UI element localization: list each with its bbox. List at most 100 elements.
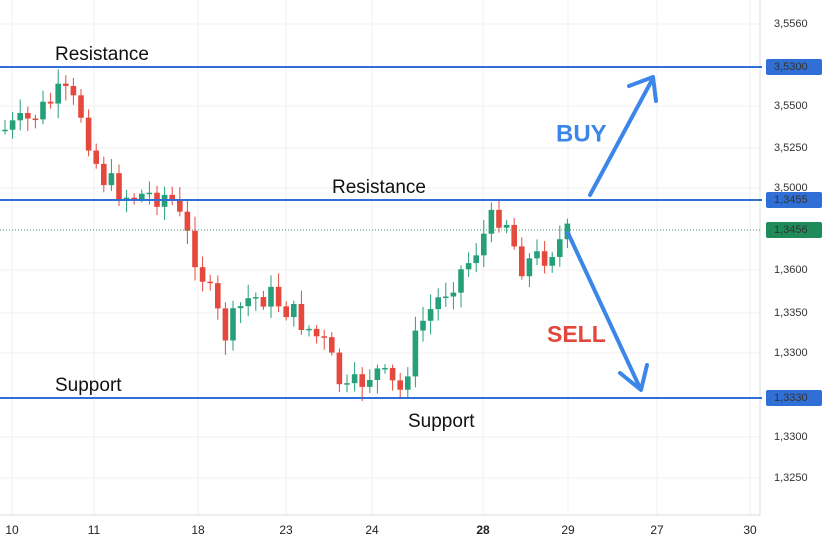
candle-body	[435, 297, 441, 310]
candle-body	[359, 374, 365, 387]
candle-body	[207, 281, 213, 284]
time-label: 27	[650, 523, 664, 537]
candle-body	[443, 296, 449, 299]
price-label: 1,3300	[774, 431, 808, 443]
candle-body	[123, 197, 130, 201]
annotation: Resistance	[332, 177, 426, 198]
candle-body	[306, 328, 312, 331]
time-label: 29	[561, 523, 575, 537]
price-badge	[766, 59, 822, 75]
candle-body	[268, 286, 274, 307]
candle-body	[260, 297, 267, 307]
candle-body	[146, 192, 153, 195]
candle-body	[32, 118, 39, 121]
price-label: 1,3250	[774, 472, 808, 484]
price-label: 3,5000	[774, 182, 808, 194]
price-badge-label: 1,3330	[774, 392, 808, 404]
price-badge	[766, 390, 822, 406]
candle-body	[397, 380, 403, 390]
candle-body	[116, 173, 122, 201]
candle-body	[374, 368, 381, 380]
buy-arrow	[588, 75, 658, 197]
candle-body	[511, 224, 517, 247]
candle-body	[450, 292, 457, 297]
candle-body	[534, 251, 540, 259]
candle-body	[40, 101, 46, 120]
candle-body	[549, 256, 555, 266]
candle-body	[382, 367, 388, 370]
candle-body	[139, 193, 145, 199]
candle-body	[70, 85, 77, 96]
price-badge	[766, 192, 822, 208]
candle-body	[526, 258, 533, 277]
price-label: 1,3600	[774, 264, 808, 276]
candle-body	[47, 101, 54, 104]
annotation: Support	[55, 375, 122, 396]
price-badge-label: 1,3455	[774, 194, 808, 206]
candle-body	[313, 328, 320, 337]
price-label: 3,5500	[774, 100, 808, 112]
candle-body	[25, 112, 31, 119]
candle-body	[222, 308, 229, 341]
candle-body	[336, 352, 343, 385]
sell-label: SELL	[547, 321, 606, 347]
price-badge-label: 1,3456	[774, 224, 808, 236]
price-label: 1,3350	[774, 307, 808, 319]
price-axis: 3,5560 3,5500 3,5250 3,5000 1,3600 1,3350 1,33…	[766, 18, 822, 484]
time-label: 24	[365, 523, 379, 537]
candle-body	[458, 269, 464, 293]
price-badge-label: 3,5300	[774, 61, 808, 73]
candle-body	[329, 337, 335, 353]
time-label: 18	[191, 523, 205, 537]
candle-body	[237, 306, 244, 309]
sell-arrow	[566, 231, 649, 392]
candle-body	[420, 320, 426, 331]
price-badge	[766, 222, 822, 238]
candle-body	[199, 267, 206, 282]
candle-body	[93, 150, 99, 164]
candle-body	[9, 120, 16, 130]
price-label: 1,3300	[774, 347, 808, 359]
candle-body	[427, 309, 434, 321]
candle-body	[177, 198, 183, 212]
candle-body	[184, 211, 191, 231]
candle-body	[131, 197, 137, 200]
annotation: Resistance	[55, 44, 149, 65]
candle-body	[473, 255, 479, 264]
candle-body	[291, 303, 297, 318]
candle-body	[298, 303, 305, 330]
time-label: 30	[743, 523, 757, 537]
candle-body	[55, 83, 61, 104]
candle-body	[108, 173, 115, 186]
candle-body	[101, 163, 107, 186]
candle-body	[78, 95, 84, 118]
time-label: 28	[476, 523, 490, 537]
price-label: 3,5560	[774, 18, 808, 30]
candle-body	[465, 263, 472, 270]
candle-body	[481, 233, 487, 256]
candle-body	[344, 383, 350, 385]
annotation: Support	[408, 411, 475, 432]
candle-body	[541, 251, 548, 266]
time-label: 23	[279, 523, 293, 537]
candle-body	[412, 330, 419, 377]
candle-body	[215, 283, 221, 309]
candle-body	[283, 306, 289, 318]
price-label: 3,5250	[774, 142, 808, 154]
candle-body	[367, 379, 373, 387]
candle-body	[230, 308, 236, 341]
candle-body	[63, 83, 69, 86]
candle-body	[519, 246, 525, 277]
time-label: 10	[5, 523, 19, 537]
candle-body	[2, 129, 8, 132]
candle-body	[389, 367, 396, 381]
time-label: 11	[88, 523, 101, 537]
candle-body	[253, 297, 259, 299]
candle-body	[321, 336, 327, 338]
grid	[0, 0, 760, 515]
candle-body	[245, 298, 251, 307]
candle-body	[17, 112, 23, 121]
candle-body	[488, 209, 495, 234]
candle-body	[169, 194, 175, 199]
